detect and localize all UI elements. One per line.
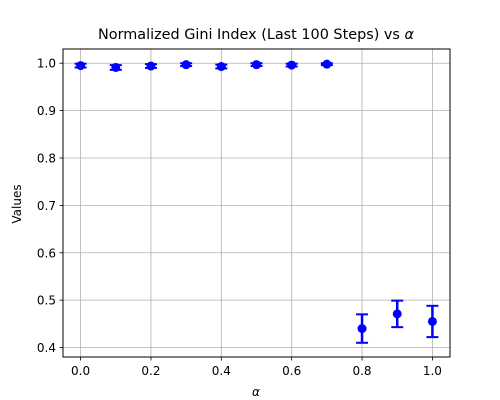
x-tick-label: 1.0: [423, 364, 442, 378]
data-point: [287, 60, 297, 70]
x-tick-label: 0.8: [352, 364, 371, 378]
y-tick-label: 0.4: [37, 341, 56, 355]
y-tick-label: 0.7: [37, 199, 56, 213]
data-point: [392, 309, 402, 319]
x-tick-label: 0.0: [71, 364, 90, 378]
y-tick-label: 0.6: [37, 246, 56, 260]
x-tick-label: 0.2: [141, 364, 160, 378]
y-tick-label: 0.8: [37, 151, 56, 165]
data-point: [216, 62, 226, 72]
y-tick-label: 0.5: [37, 294, 56, 308]
error-bars: [74, 62, 439, 344]
y-axis: 0.4 0.5 0.6 0.7 0.8 0.9 1.0: [37, 57, 63, 355]
chart-title-text: Normalized Gini Index (Last 100 Steps) v…: [98, 27, 400, 43]
y-tick-label: 0.9: [37, 104, 56, 118]
x-axis: 0.0 0.2 0.4 0.6 0.8 1.0: [71, 357, 442, 378]
data-point: [146, 61, 156, 71]
data-point: [252, 60, 261, 70]
data-point: [76, 61, 86, 71]
y-axis-label: Values: [10, 184, 24, 223]
data-point: [427, 316, 437, 326]
x-tick-label: 0.6: [282, 364, 301, 378]
chart-title: Normalized Gini Index (Last 100 Steps) v…: [98, 27, 414, 43]
plot-frame: [62, 48, 451, 358]
y-tick-label: 1.0: [37, 57, 56, 71]
data-point: [181, 60, 191, 70]
data-point: [357, 324, 367, 334]
x-axis-label: α: [252, 385, 260, 399]
data-points: [76, 59, 437, 334]
data-point: [111, 62, 121, 72]
chart-title-symbol: α: [404, 27, 414, 43]
x-tick-label: 0.4: [212, 364, 231, 378]
data-point: [322, 59, 332, 69]
grid-lines: [63, 49, 450, 357]
